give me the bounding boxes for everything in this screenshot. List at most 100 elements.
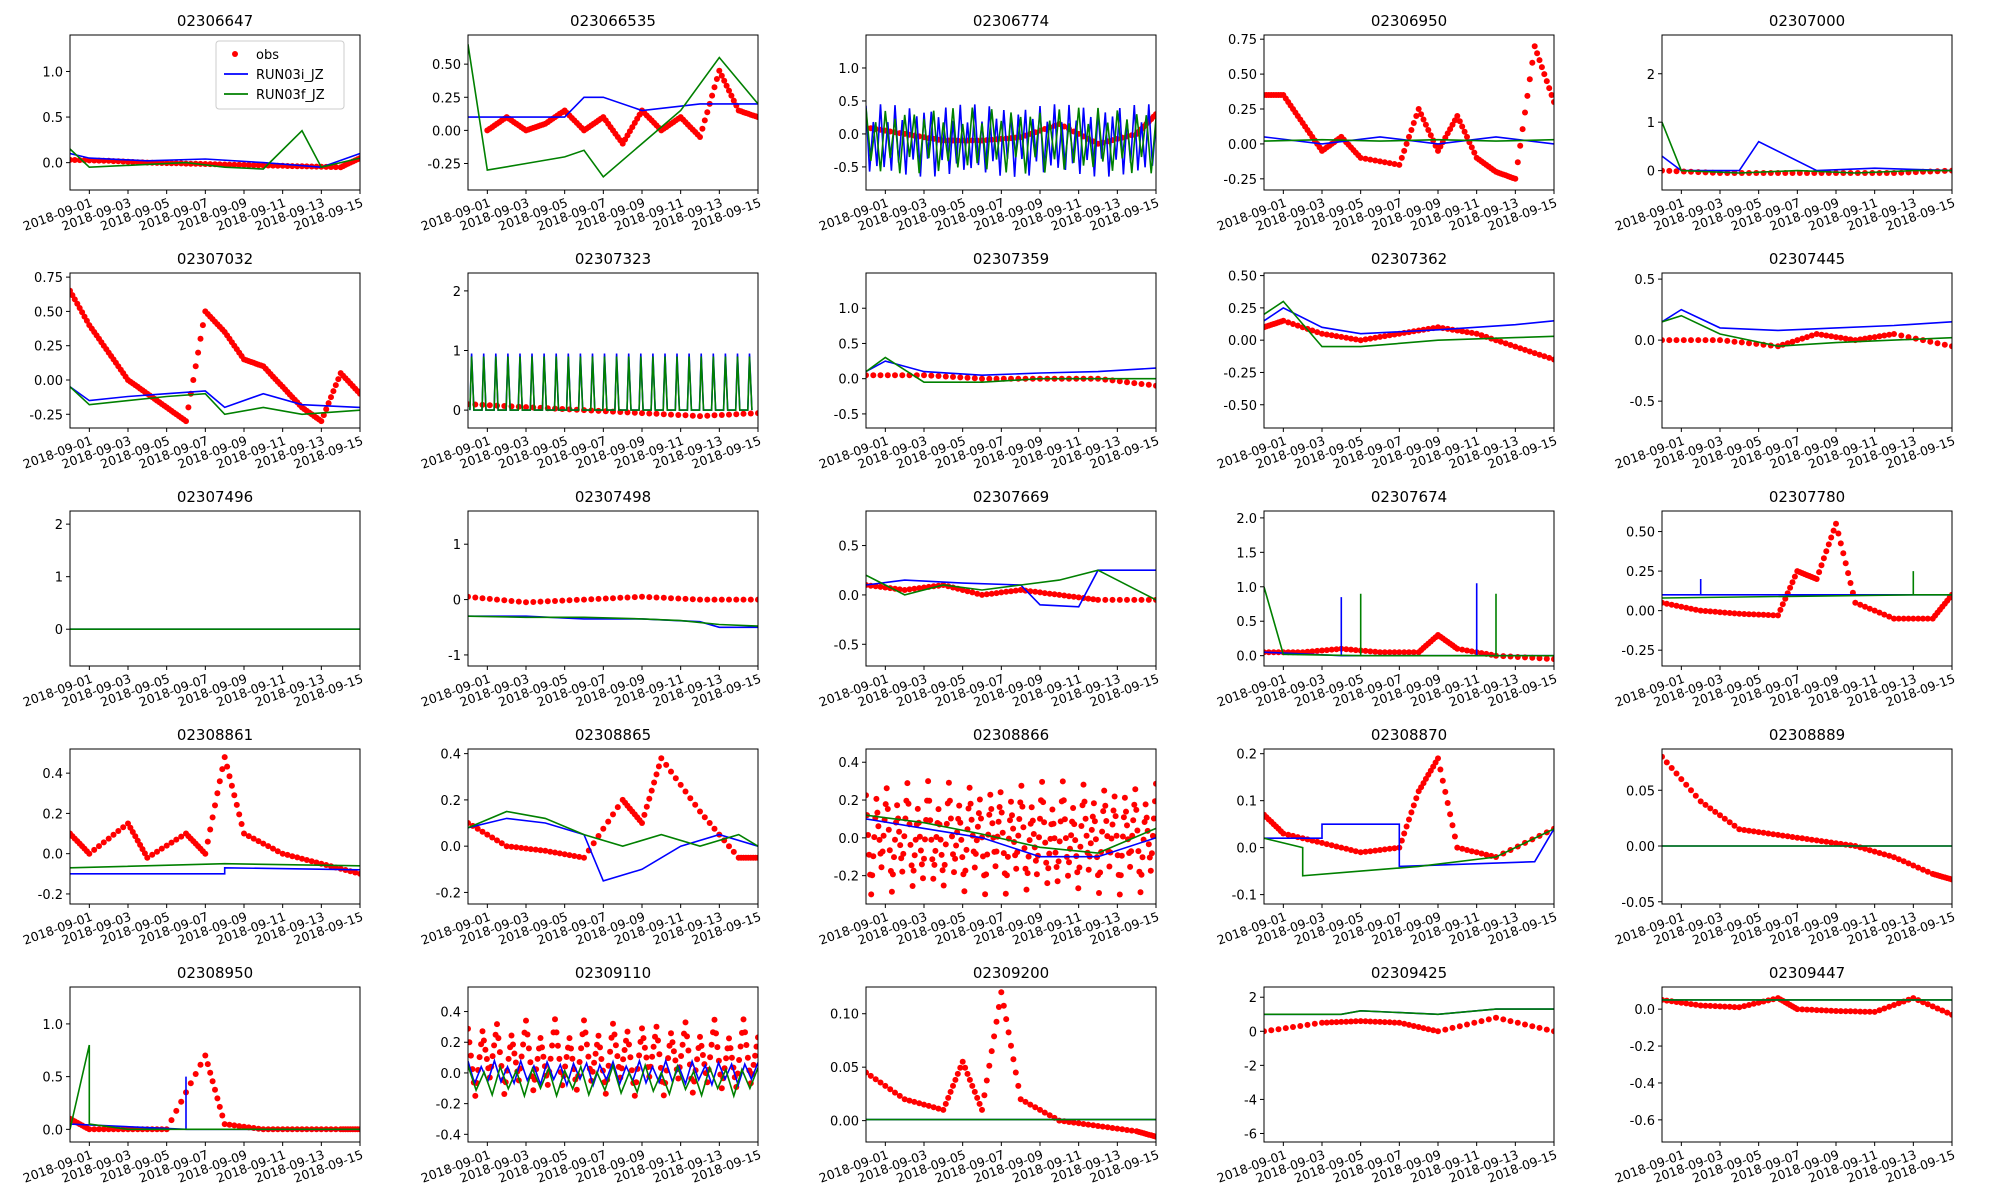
obs-point — [901, 1096, 908, 1103]
obs-point — [1410, 120, 1417, 126]
obs-point — [935, 806, 942, 813]
subplot-02306774: 02306774-0.50.00.51.02018-09-012018-09-0… — [817, 12, 1161, 234]
obs-point — [1924, 615, 1931, 622]
obs-point — [740, 596, 747, 603]
obs-point — [1117, 872, 1124, 879]
obs-point — [1046, 850, 1053, 857]
obs-point — [713, 76, 720, 82]
subplot-title: 02307445 — [1769, 250, 1845, 268]
subplot-02308870: 02308870-0.10.00.10.22018-09-012018-09-0… — [1215, 726, 1559, 948]
y-tick-label: 0.2 — [440, 1036, 461, 1051]
obs-point — [1454, 113, 1461, 119]
obs-point — [1103, 818, 1110, 824]
obs-point — [1468, 144, 1475, 151]
subplot-02308861: 02308861-0.20.00.20.42018-09-012018-09-0… — [21, 726, 365, 948]
obs-point — [1876, 850, 1883, 856]
y-tick-label: 0.0 — [42, 848, 63, 863]
obs-point — [158, 845, 165, 852]
obs-point — [1352, 1018, 1359, 1025]
obs-point — [986, 811, 993, 818]
obs-point — [1055, 858, 1062, 865]
plot-area — [1662, 520, 1952, 622]
obs-point — [144, 854, 151, 861]
obs-point — [105, 835, 112, 842]
obs-point — [1401, 147, 1408, 154]
obs-point — [886, 847, 893, 854]
y-tick-label: -4 — [1244, 1093, 1257, 1108]
obs-point — [1403, 823, 1410, 830]
obs-point — [1876, 609, 1883, 616]
obs-point — [1041, 1109, 1048, 1116]
obs-point — [1017, 587, 1024, 593]
obs-point — [1357, 337, 1364, 344]
obs-point — [1493, 1014, 1499, 1021]
y-tick-label: 0.25 — [1228, 302, 1257, 317]
obs-point — [566, 597, 573, 604]
y-tick-label: 2 — [1249, 991, 1257, 1006]
obs-point — [1473, 849, 1480, 856]
obs-point — [1059, 778, 1066, 785]
obs-point — [1662, 753, 1665, 760]
obs-point — [906, 1097, 913, 1104]
obs-point — [330, 388, 337, 395]
obs-point — [1372, 334, 1379, 341]
obs-point — [1134, 827, 1141, 834]
subplot-02307362: 02307362-0.50-0.250.000.250.502018-09-01… — [1215, 250, 1559, 472]
obs-point — [212, 802, 218, 809]
obs-point — [728, 92, 735, 99]
obs-point — [1367, 335, 1374, 342]
obs-point — [885, 826, 892, 833]
y-tick-label: 0.0 — [1236, 650, 1257, 665]
obs-point — [1779, 601, 1786, 608]
obs-point — [1406, 649, 1412, 656]
y-tick-label: 2.0 — [1236, 512, 1257, 527]
obs-point — [1285, 319, 1292, 326]
obs-point — [1294, 322, 1301, 329]
obs-point — [1074, 869, 1081, 876]
obs-point — [866, 832, 872, 838]
y-tick-label: -0.5 — [1630, 395, 1655, 410]
subplot-title: 02308861 — [177, 726, 253, 744]
obs-point — [1425, 127, 1432, 133]
series-line-RUN03f_JZ — [866, 814, 1156, 854]
obs-point — [1132, 786, 1139, 793]
obs-point — [950, 1082, 956, 1089]
obs-point — [897, 842, 904, 849]
y-tick-label: 1 — [453, 538, 461, 553]
obs-point — [1536, 57, 1543, 64]
obs-point — [1000, 850, 1007, 857]
obs-point — [484, 831, 491, 838]
obs-point — [202, 1052, 209, 1059]
obs-point — [1311, 1020, 1318, 1027]
obs-point — [1717, 812, 1723, 819]
obs-point — [1435, 324, 1441, 331]
obs-point — [672, 775, 679, 782]
obs-point — [993, 848, 1000, 855]
subplot-title: 02307362 — [1371, 250, 1447, 268]
obs-point — [1813, 1007, 1820, 1014]
obs-point — [987, 791, 994, 798]
obs-point — [494, 596, 500, 603]
obs-point — [1406, 816, 1412, 823]
obs-point — [1133, 806, 1140, 813]
subplot-title: 02308865 — [575, 726, 651, 744]
obs-point — [1692, 1001, 1699, 1008]
obs-point — [1021, 845, 1028, 852]
obs-point — [1130, 817, 1137, 824]
obs-point — [1799, 335, 1806, 342]
obs-point — [1746, 340, 1752, 347]
obs-point — [995, 1004, 1002, 1010]
obs-point — [1678, 603, 1685, 610]
obs-point — [752, 1052, 758, 1059]
obs-point — [1459, 845, 1466, 852]
obs-point — [1934, 1005, 1941, 1012]
obs-point — [921, 855, 927, 862]
obs-point — [900, 850, 907, 857]
y-tick-label: 0.10 — [830, 1008, 859, 1023]
obs-point — [1536, 1024, 1543, 1031]
y-tick-label: 0.00 — [1228, 334, 1257, 349]
obs-point — [1015, 1082, 1022, 1089]
obs-point — [964, 588, 971, 595]
obs-point — [216, 778, 223, 785]
legend-box — [215, 40, 345, 110]
